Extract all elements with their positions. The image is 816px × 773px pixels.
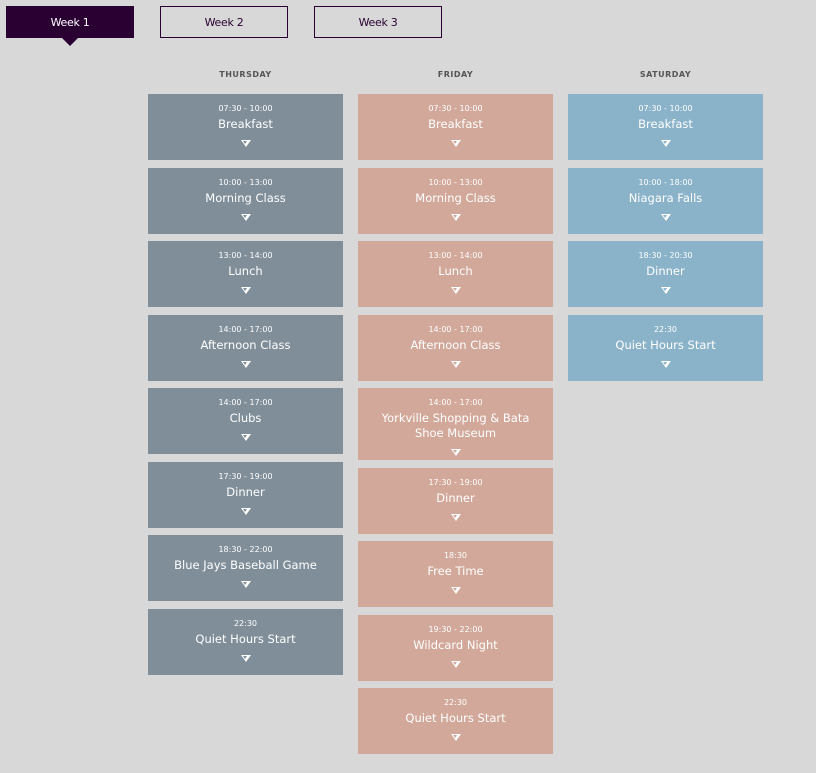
event-title: Breakfast (638, 117, 693, 131)
event-title: Free Time (427, 564, 484, 578)
event-time: 17:30 - 19:00 (218, 471, 273, 481)
event-title: Wildcard Night (413, 637, 498, 652)
event-title: Dinner (646, 264, 685, 278)
event-title: Quiet Hours Start (405, 711, 506, 725)
event-card[interactable]: 07:30 - 10:00 Breakfast (358, 94, 553, 160)
event-title: Lunch (228, 264, 263, 278)
expand-chevron-icon[interactable] (240, 360, 251, 368)
expand-chevron-icon[interactable] (450, 734, 461, 741)
expand-chevron-icon[interactable] (450, 287, 461, 294)
event-time: 07:30 - 10:00 (218, 104, 273, 113)
expand-chevron-icon[interactable] (660, 213, 671, 221)
week-tabs: Week 1 Week 2 Week 3 (6, 6, 468, 46)
event-card[interactable]: 10:00 - 18:00 Niagara Falls (568, 167, 763, 234)
event-card[interactable]: 18:30 - 20:30 Dinner (568, 241, 763, 307)
expand-chevron-icon[interactable] (450, 660, 461, 668)
event-time: 18:30 - 22:00 (218, 545, 273, 554)
expand-chevron-icon[interactable] (660, 140, 671, 147)
event-title: Lunch (438, 264, 473, 278)
event-title: Afternoon Class (200, 337, 291, 352)
event-title: Breakfast (428, 117, 483, 131)
day-column-saturday: SATURDAY 07:30 - 10:00 Breakfast 10:00 -… (568, 70, 763, 762)
event-title: Morning Class (415, 190, 496, 205)
event-card[interactable]: 22:30 Quiet Hours Start (568, 314, 763, 381)
event-card[interactable]: 13:00 - 14:00 Lunch (148, 241, 343, 307)
day-column-thursday: THURSDAY 07:30 - 10:00 Breakfast 10:00 -… (148, 70, 343, 762)
event-time: 14:00 - 17:00 (428, 324, 483, 334)
event-card[interactable]: 18:30 - 22:00 Blue Jays Baseball Game (148, 535, 343, 601)
expand-chevron-icon[interactable] (240, 140, 251, 147)
event-title: Breakfast (218, 117, 273, 131)
event-title: Afternoon Class (410, 337, 501, 352)
event-card[interactable]: 17:30 - 19:00 Dinner (358, 467, 553, 534)
expand-chevron-icon[interactable] (240, 287, 251, 294)
event-time: 13:00 - 14:00 (428, 251, 483, 260)
day-header: SATURDAY (639, 70, 692, 79)
event-card[interactable]: 17:30 - 19:00 Dinner (148, 461, 343, 528)
event-time: 18:30 (443, 551, 468, 560)
event-title: Yorkville Shopping & Bata Shoe Museum (381, 411, 530, 440)
schedule-columns: THURSDAY 07:30 - 10:00 Breakfast 10:00 -… (148, 70, 763, 762)
expand-chevron-icon[interactable] (450, 513, 461, 521)
tab-week-2[interactable]: Week 2 (160, 6, 288, 38)
expand-chevron-icon[interactable] (660, 287, 671, 294)
event-card[interactable]: 22:30 Quiet Hours Start (148, 608, 343, 675)
event-card[interactable]: 14:00 - 17:00 Afternoon Class (358, 314, 553, 381)
event-title: Quiet Hours Start (615, 337, 716, 352)
event-time: 07:30 - 10:00 (428, 104, 483, 113)
event-title: Clubs (229, 411, 262, 425)
event-title: Morning Class (205, 190, 286, 205)
expand-chevron-icon[interactable] (240, 434, 251, 441)
expand-chevron-icon[interactable] (450, 449, 461, 456)
event-card[interactable]: 19:30 - 22:00 Wildcard Night (358, 614, 553, 681)
day-header: FRIDAY (437, 70, 474, 79)
event-title: Quiet Hours Start (195, 631, 296, 646)
expand-chevron-icon[interactable] (240, 654, 251, 662)
expand-chevron-icon[interactable] (450, 140, 461, 147)
expand-chevron-icon[interactable] (660, 360, 671, 368)
event-card[interactable]: 14:00 - 17:00 Afternoon Class (148, 314, 343, 381)
tab-week-1[interactable]: Week 1 (6, 6, 134, 46)
event-card[interactable]: 14:00 - 17:00 Clubs (148, 388, 343, 454)
event-card[interactable]: 13:00 - 14:00 Lunch (358, 241, 553, 307)
expand-chevron-icon[interactable] (240, 213, 251, 221)
event-time: 22:30 (233, 618, 258, 628)
event-card[interactable]: 07:30 - 10:00 Breakfast (568, 94, 763, 160)
expand-chevron-icon[interactable] (450, 587, 461, 594)
event-time: 22:30 (653, 324, 678, 334)
event-time: 10:00 - 13:00 (428, 177, 483, 187)
expand-chevron-icon[interactable] (450, 360, 461, 368)
event-time: 22:30 (443, 698, 468, 707)
event-title: Dinner (436, 490, 475, 505)
event-time: 19:30 - 22:00 (428, 624, 483, 634)
event-time: 14:00 - 17:00 (218, 324, 273, 334)
event-card[interactable]: 18:30 Free Time (358, 541, 553, 607)
event-card[interactable]: 10:00 - 13:00 Morning Class (358, 167, 553, 234)
day-column-friday: FRIDAY 07:30 - 10:00 Breakfast 10:00 - 1… (358, 70, 553, 762)
event-time: 10:00 - 13:00 (218, 177, 273, 187)
event-time: 13:00 - 14:00 (218, 251, 273, 260)
day-header: THURSDAY (219, 70, 272, 79)
expand-chevron-icon[interactable] (240, 507, 251, 515)
expand-chevron-icon[interactable] (240, 581, 251, 588)
tab-week-3[interactable]: Week 3 (314, 6, 442, 38)
expand-chevron-icon[interactable] (450, 213, 461, 221)
event-time: 18:30 - 20:30 (638, 251, 693, 260)
event-title: Dinner (226, 484, 265, 499)
event-title: Niagara Falls (628, 190, 703, 205)
event-time: 14:00 - 17:00 (428, 398, 483, 407)
event-card[interactable]: 07:30 - 10:00 Breakfast (148, 94, 343, 160)
event-card[interactable]: 10:00 - 13:00 Morning Class (148, 167, 343, 234)
event-time: 10:00 - 18:00 (638, 177, 693, 187)
event-time: 07:30 - 10:00 (638, 104, 693, 113)
event-card[interactable]: 22:30 Quiet Hours Start (358, 688, 553, 754)
event-time: 14:00 - 17:00 (218, 398, 273, 407)
event-card[interactable]: 14:00 - 17:00 Yorkville Shopping & Bata … (358, 388, 553, 460)
event-time: 17:30 - 19:00 (428, 477, 483, 487)
event-title: Blue Jays Baseball Game (174, 558, 317, 572)
